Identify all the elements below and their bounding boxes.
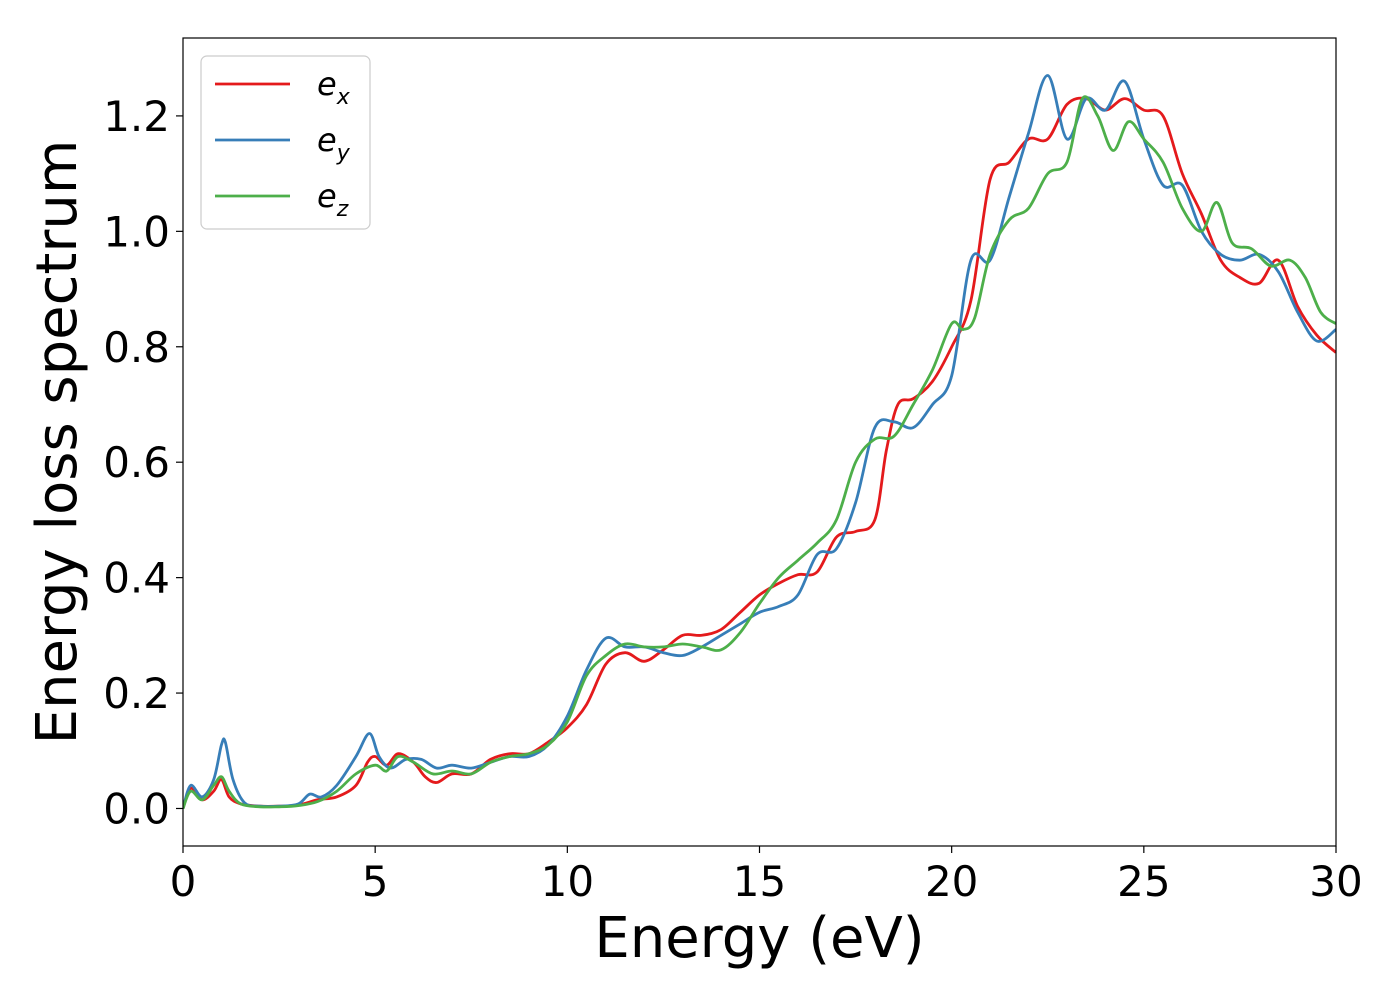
- x-tick-label: 20: [925, 857, 978, 906]
- legend-label-ey: ey: [317, 121, 351, 166]
- y-tick-label: 0.6: [103, 438, 170, 487]
- x-tick-label: 5: [362, 857, 389, 906]
- y-tick-label: 0.2: [103, 669, 170, 718]
- legend-label-ex: ex: [317, 65, 351, 110]
- x-tick-label: 0: [170, 857, 197, 906]
- y-axis: 0.0 0.2 0.4 0.6 0.8 1.0 1.2: [103, 92, 183, 833]
- series-line-ex: [183, 96, 1336, 809]
- legend-box: [200, 55, 371, 230]
- y-axis-title: Energy loss spectrum: [25, 140, 90, 745]
- y-tick-label: 1.0: [103, 207, 170, 256]
- x-tick-label: 30: [1309, 857, 1362, 906]
- y-tick-label: 0.0: [103, 784, 170, 833]
- legend-label-ez: ez: [317, 177, 349, 222]
- x-axis: 0 5 10 15 20 25 30: [170, 846, 1363, 906]
- x-tick-label: 25: [1117, 857, 1170, 906]
- y-tick-label: 0.4: [103, 554, 170, 603]
- series-lines: [183, 74, 1336, 810]
- x-axis-title: Energy (eV): [594, 906, 924, 971]
- x-tick-label: 15: [733, 857, 786, 906]
- x-tick-label: 10: [541, 857, 594, 906]
- series-line-ez: [183, 95, 1336, 810]
- legend: ex ey ez: [200, 55, 371, 230]
- y-tick-label: 0.8: [103, 323, 170, 372]
- y-tick-label: 1.2: [103, 92, 170, 141]
